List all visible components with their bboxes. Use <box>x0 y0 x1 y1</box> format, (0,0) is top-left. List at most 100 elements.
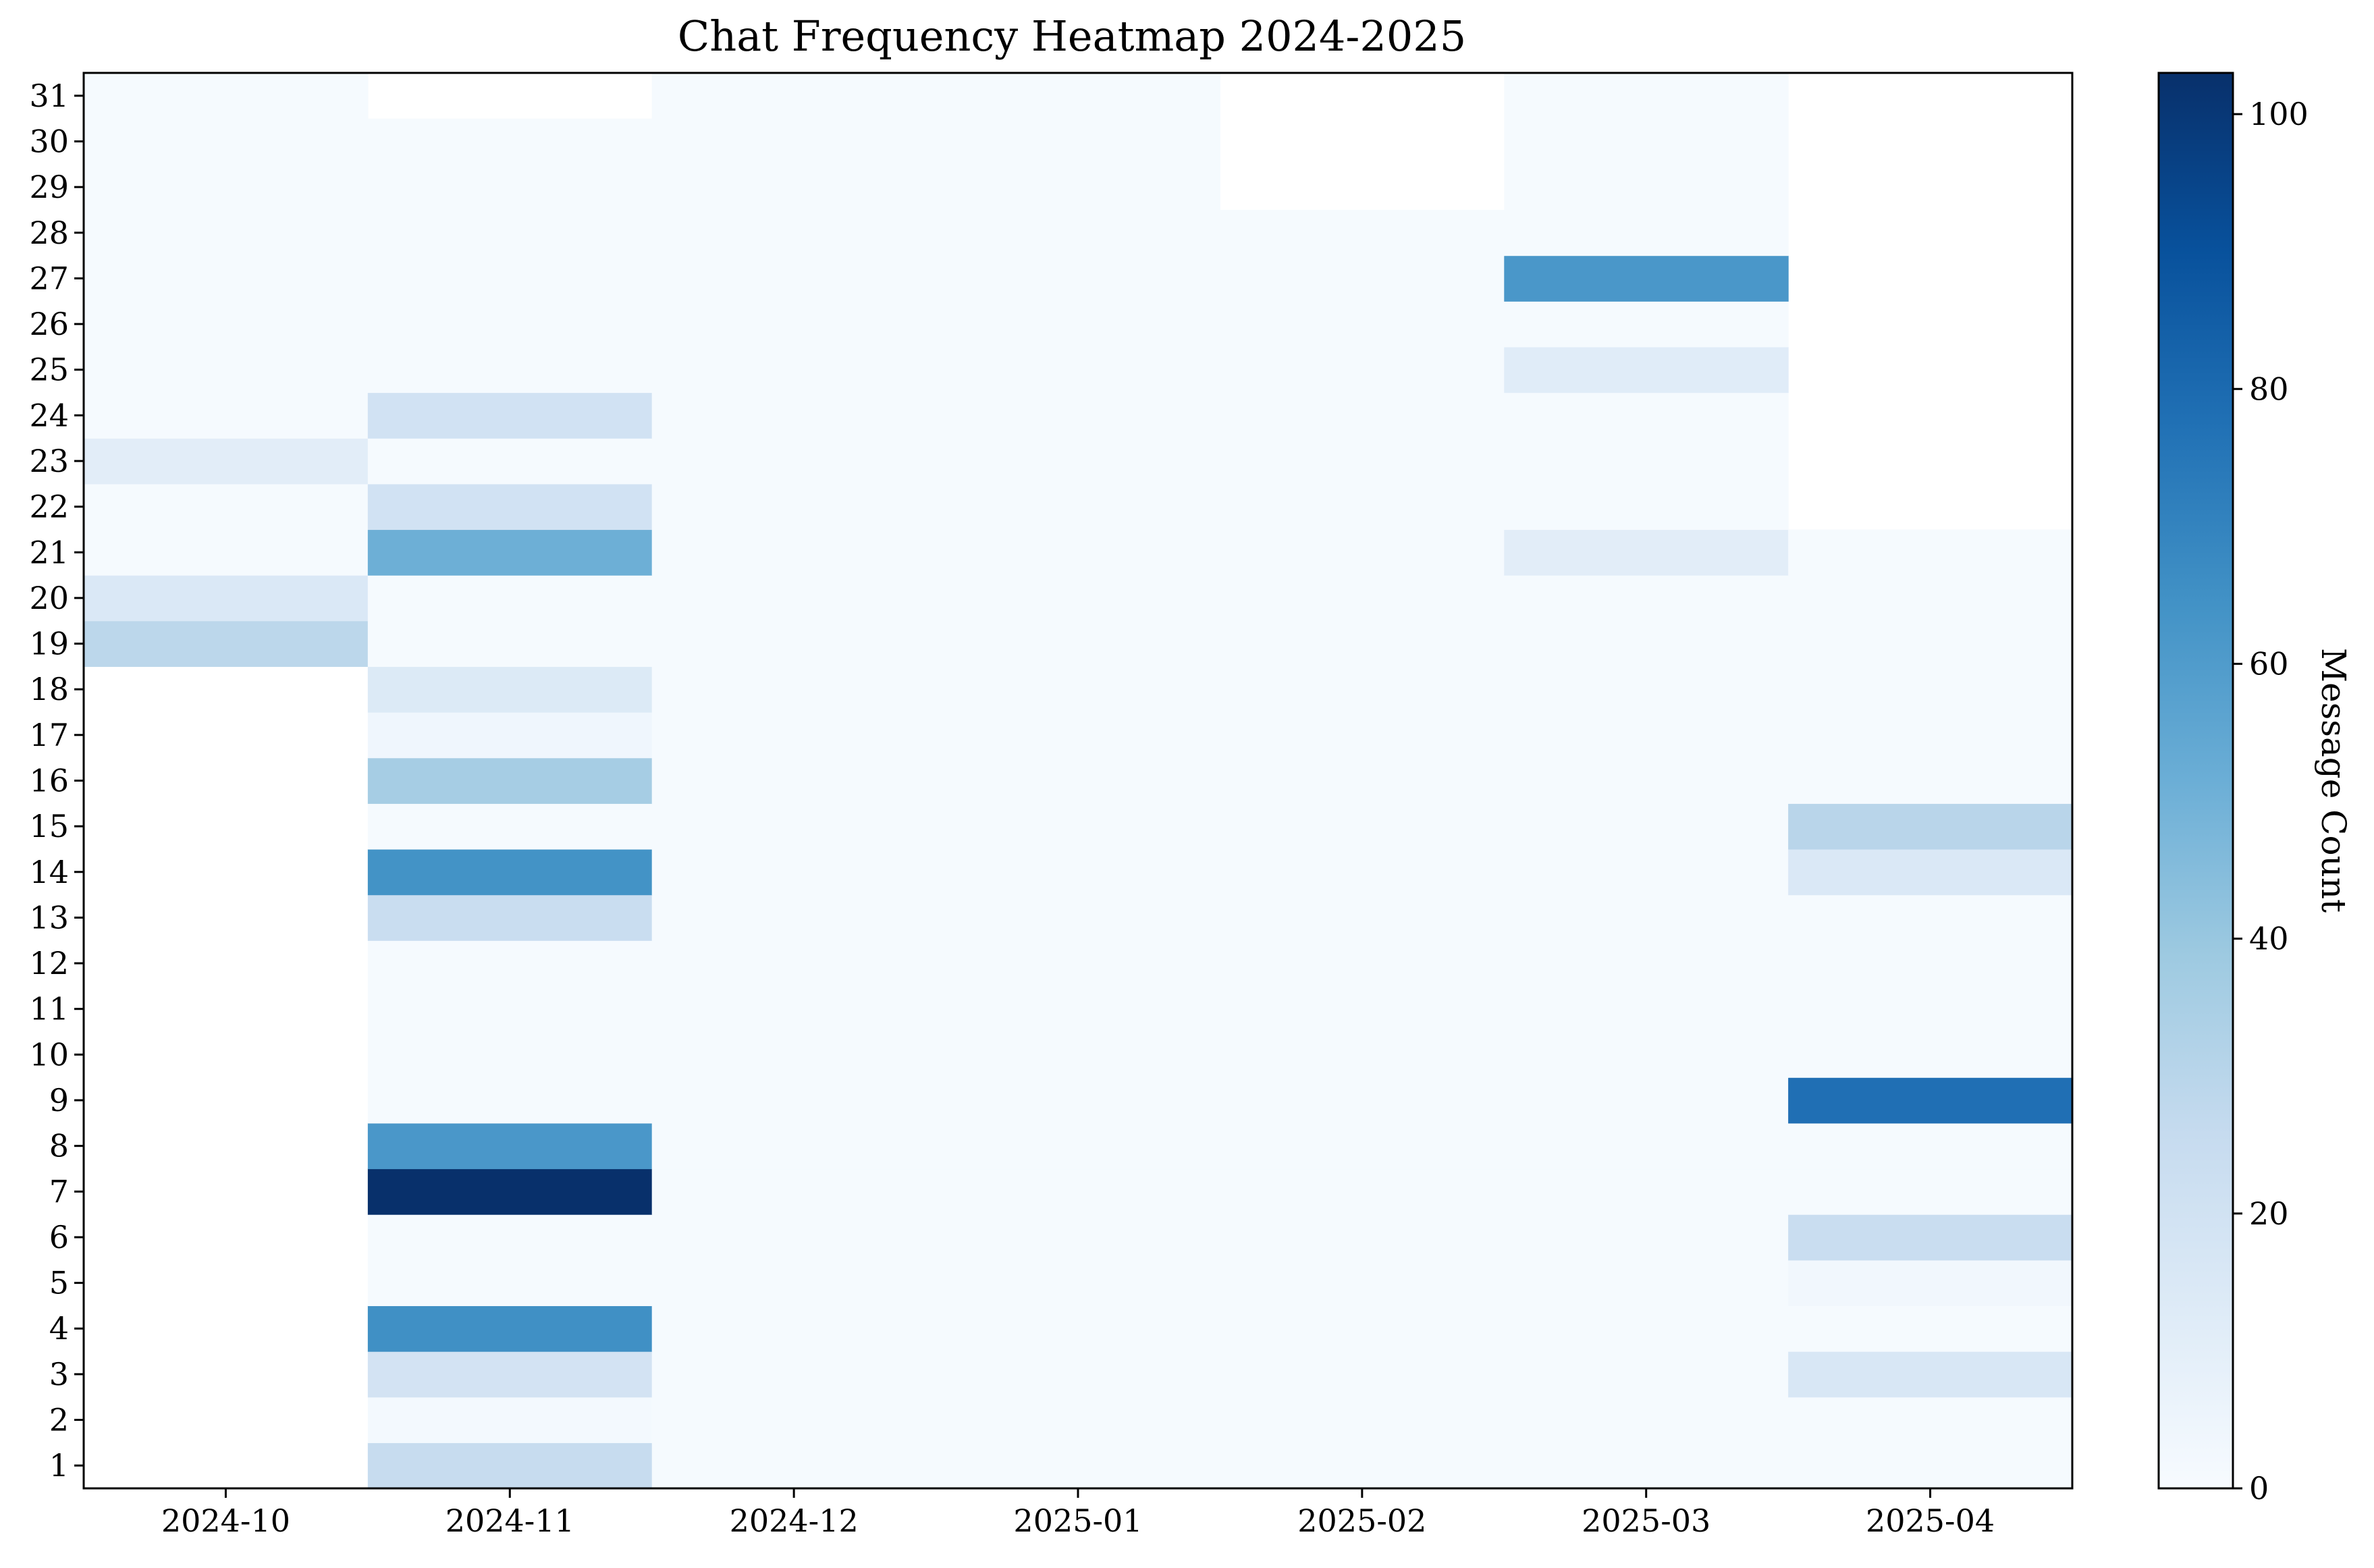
y-tick-label: 26 <box>29 306 69 342</box>
heatmap-cell <box>651 1077 937 1124</box>
heatmap-cell <box>1788 757 2073 804</box>
heatmap-cell <box>936 118 1221 165</box>
heatmap-cell <box>1504 712 1789 759</box>
heatmap-cell <box>936 894 1221 941</box>
heatmap-cell <box>367 1260 653 1307</box>
colorbar-tick-label: 20 <box>2249 1195 2289 1232</box>
heatmap-cell <box>84 529 369 576</box>
heatmap-cell <box>367 803 653 850</box>
heatmap-cell <box>367 438 653 485</box>
heatmap-cell <box>1220 301 1505 348</box>
heatmap-cell <box>367 1351 653 1398</box>
heatmap-cell <box>651 438 937 485</box>
heatmap-cell <box>1504 438 1789 485</box>
heatmap-cell <box>1220 529 1505 576</box>
heatmap-cell <box>1504 666 1789 713</box>
y-tick-label: 14 <box>29 854 69 890</box>
heatmap-cell <box>936 438 1221 485</box>
heatmap-cell <box>651 620 937 667</box>
x-tick-label: 2025-03 <box>1582 1503 1710 1539</box>
heatmap-cell <box>1788 620 2073 667</box>
heatmap-cell <box>651 985 937 1033</box>
heatmap-cell <box>1220 1123 1505 1170</box>
y-axis: 1234567891011121314151617181920212223242… <box>29 78 84 1484</box>
heatmap-cell <box>936 620 1221 667</box>
heatmap-cell <box>936 392 1221 439</box>
y-tick-label: 5 <box>49 1265 69 1301</box>
heatmap-cell <box>1504 1123 1789 1170</box>
heatmap-cell <box>1504 73 1789 119</box>
heatmap-cell <box>936 1031 1221 1078</box>
y-tick-label: 19 <box>29 626 69 662</box>
y-tick-label: 30 <box>29 123 69 159</box>
heatmap-cell <box>1788 1031 2073 1078</box>
heatmap-cell <box>936 1397 1221 1443</box>
heatmap-cell <box>651 255 937 302</box>
heatmap-cell <box>1788 1351 2073 1398</box>
heatmap-cell <box>936 529 1221 576</box>
heatmap-cell <box>84 209 369 256</box>
heatmap-cell <box>1788 575 2073 622</box>
heatmap-cell <box>1504 894 1789 941</box>
heatmap-cell <box>1220 985 1505 1033</box>
y-tick-label: 17 <box>29 717 69 753</box>
heatmap-cell <box>651 1031 937 1078</box>
heatmap-cell <box>651 1351 937 1398</box>
heatmap-cell <box>1788 1214 2073 1261</box>
heatmap-cell <box>367 301 653 348</box>
heatmap-cell <box>651 392 937 439</box>
heatmap-cell <box>1220 1351 1505 1398</box>
heatmap-cell <box>84 575 369 622</box>
heatmap-cell <box>936 1123 1221 1170</box>
heatmap-cell <box>936 346 1221 394</box>
y-tick-label: 2 <box>49 1402 69 1438</box>
heatmap-cell <box>936 1442 1221 1489</box>
heatmap-cell <box>651 940 937 987</box>
heatmap-cell <box>1504 301 1789 348</box>
heatmap-cell <box>936 940 1221 987</box>
heatmap-cell <box>84 118 369 165</box>
heatmap-cell <box>936 803 1221 850</box>
heatmap-cell <box>367 255 653 302</box>
heatmap-cell <box>1504 1397 1789 1443</box>
heatmap-cell <box>84 301 369 348</box>
heatmap-cell <box>1220 1168 1505 1215</box>
x-tick-label: 2025-01 <box>1013 1503 1142 1539</box>
heatmap-cell <box>651 1214 937 1261</box>
heatmap-cell <box>1220 1305 1505 1352</box>
heatmap-cell <box>651 894 937 941</box>
heatmap-cell <box>1788 666 2073 713</box>
y-tick-label: 1 <box>49 1447 69 1484</box>
heatmap-cell <box>1220 392 1505 439</box>
heatmap-cell <box>936 1214 1221 1261</box>
heatmap-cell <box>1788 848 2073 896</box>
heatmap-cell <box>1220 438 1505 485</box>
colorbar-tick-label: 100 <box>2249 96 2309 132</box>
heatmap-cell <box>1504 1351 1789 1398</box>
y-tick-label: 9 <box>49 1082 69 1118</box>
y-tick-label: 12 <box>29 945 69 981</box>
heatmap-cell <box>367 666 653 713</box>
heatmap-cell <box>1788 803 2073 850</box>
heatmap-cell <box>84 346 369 394</box>
heatmap-cell <box>84 392 369 439</box>
heatmap-cell <box>1504 346 1789 394</box>
heatmap-cell <box>367 1397 653 1443</box>
y-tick-label: 15 <box>29 808 69 844</box>
heatmap-cell <box>1788 1305 2073 1352</box>
heatmap-cell <box>1220 803 1505 850</box>
heatmap-cell <box>1788 985 2073 1033</box>
heatmap-cell <box>1220 940 1505 987</box>
heatmap-cell <box>367 1305 653 1352</box>
heatmap-cell <box>1220 1442 1505 1489</box>
heatmap-cell <box>1220 712 1505 759</box>
heatmap-cell <box>1220 848 1505 896</box>
heatmap-cell <box>936 73 1221 119</box>
heatmap-cell <box>651 209 937 256</box>
y-tick-label: 20 <box>29 580 69 616</box>
heatmap-cell <box>1788 894 2073 941</box>
heatmap-cell <box>651 301 937 348</box>
y-tick-label: 16 <box>29 763 69 799</box>
heatmap-cell <box>1220 666 1505 713</box>
y-tick-label: 4 <box>49 1310 69 1347</box>
